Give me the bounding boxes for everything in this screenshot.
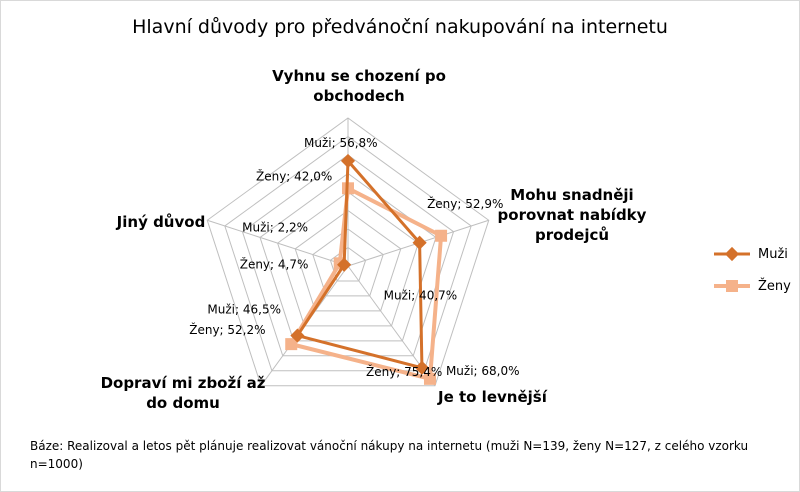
data-label-muzi: Muži; 46,5% [207, 303, 281, 317]
axis-title: Jiný důvod [116, 213, 206, 231]
data-label-zeny: Ženy; 52,2% [189, 322, 265, 337]
axis-title-line: prodejců [535, 226, 609, 244]
axis-title-line: Jiný důvod [116, 213, 206, 231]
data-point-zeny [285, 338, 298, 351]
axis-title: Vyhnu se chození po obchodech [272, 67, 446, 105]
axis-title-line: Dopraví mi zboží až [101, 374, 266, 392]
series-line-zeny [289, 186, 444, 381]
legend-label-muzi: Muži [758, 246, 788, 262]
data-point-muzi [412, 235, 427, 250]
legend-swatch-zeny [714, 280, 750, 292]
legend-item-zeny: Ženy [712, 270, 791, 302]
axis-title-line: Vyhnu se chození po [272, 67, 446, 85]
grid-spoke [207, 219, 349, 267]
legend-swatch-muzi [714, 246, 750, 262]
footnote: Báze: Realizoval a letos pět plánuje rea… [30, 439, 749, 471]
data-point-muzi [414, 360, 430, 375]
grid-ring [277, 191, 419, 327]
grid-ring [294, 209, 402, 312]
data-label-muzi: Muži; 68,0% [446, 364, 520, 378]
axis-title-line: Mohu snadněji [510, 186, 633, 204]
legend-label-zeny: Ženy [758, 278, 791, 294]
radar-series [285, 153, 448, 385]
data-label-zeny: Ženy; 52,9% [427, 196, 503, 211]
grid-ring [329, 246, 367, 282]
axis-title: Mohu snadněji porovnat nabídky prodejců [498, 186, 647, 244]
axis-title: Je to levnější [437, 388, 548, 406]
axis-title-line: porovnat nabídky [498, 206, 647, 224]
data-label-zeny: Ženy; 42,0% [256, 168, 332, 183]
data-point-muzi [340, 153, 356, 168]
data-point-muzi [337, 257, 352, 272]
chart-title: Hlavní důvody pro předvánoční nakupování… [132, 16, 668, 38]
axis-title-line: Je to levnější [437, 388, 548, 406]
data-point-muzi [290, 328, 305, 343]
legend-item-muzi: Muži [712, 238, 791, 270]
data-label-muzi: Muži; 2,2% [242, 221, 308, 235]
grid-ring [224, 135, 472, 372]
axis-title-line: do domu [146, 394, 220, 412]
series-line-muzi [295, 159, 424, 370]
data-label-zeny: Ženy; 75,4% [366, 364, 442, 379]
grid-ring [206, 117, 490, 387]
legend: Muži Ženy [712, 238, 791, 302]
axis-title-line: obchodech [313, 87, 404, 105]
axis-title: Dopraví mi zboží až do domu [101, 374, 266, 412]
data-label-zeny: Ženy; 4,7% [240, 256, 309, 271]
grid-ring [241, 154, 455, 357]
data-point-zeny [423, 372, 436, 385]
data-label-muzi: Muži; 40,7% [384, 289, 458, 303]
data-point-zeny [435, 229, 448, 242]
data-label-muzi: Muži; 56,8% [304, 136, 378, 150]
grid-ring [312, 228, 384, 297]
radar-labels: Muži; 56,8% Muži; 40,7% Muži; 68,0% Muži; 4… [101, 67, 647, 412]
